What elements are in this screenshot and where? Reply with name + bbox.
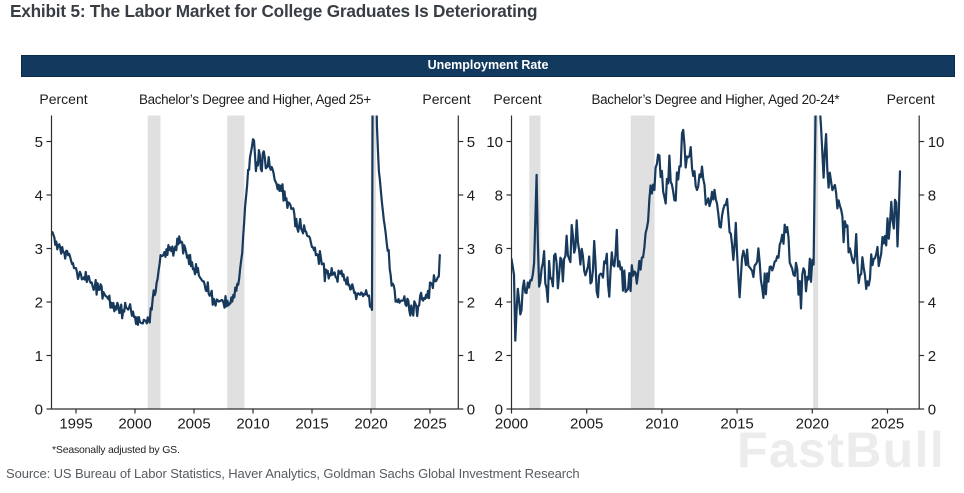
svg-text:5: 5: [467, 134, 475, 151]
svg-text:1995: 1995: [59, 416, 92, 433]
svg-text:Percent: Percent: [887, 91, 935, 107]
svg-text:Percent: Percent: [493, 91, 541, 107]
svg-text:1: 1: [35, 348, 43, 365]
svg-text:4: 4: [35, 187, 43, 204]
svg-text:0: 0: [35, 401, 43, 418]
svg-text:Bachelor’s Degree and Higher,: Bachelor’s Degree and Higher, Aged 25+: [139, 92, 371, 107]
svg-text:2010: 2010: [236, 416, 269, 433]
svg-text:5: 5: [35, 134, 43, 151]
svg-text:6: 6: [495, 241, 503, 258]
svg-text:Bachelor’s Degree and Higher,: Bachelor’s Degree and Higher, Aged 20-24…: [592, 92, 840, 107]
svg-text:2025: 2025: [871, 416, 904, 433]
svg-text:0: 0: [467, 401, 475, 418]
svg-text:2020: 2020: [354, 416, 387, 433]
svg-text:3: 3: [35, 241, 43, 258]
svg-text:2010: 2010: [645, 416, 678, 433]
svg-text:3: 3: [467, 241, 475, 258]
svg-text:4: 4: [467, 187, 475, 204]
svg-text:2015: 2015: [295, 416, 328, 433]
svg-text:2025: 2025: [413, 416, 446, 433]
svg-text:2: 2: [928, 348, 936, 365]
svg-text:2: 2: [495, 348, 503, 365]
svg-text:4: 4: [928, 294, 936, 311]
svg-text:6: 6: [928, 241, 936, 258]
svg-text:2005: 2005: [570, 416, 603, 433]
svg-text:2005: 2005: [177, 416, 210, 433]
svg-text:0: 0: [495, 401, 503, 418]
svg-text:10: 10: [928, 134, 945, 151]
svg-text:2020: 2020: [796, 416, 829, 433]
svg-text:2015: 2015: [720, 416, 753, 433]
svg-text:8: 8: [928, 187, 936, 204]
svg-text:2: 2: [35, 294, 43, 311]
svg-text:Percent: Percent: [422, 91, 470, 107]
svg-text:2000: 2000: [118, 416, 151, 433]
svg-text:1: 1: [467, 348, 475, 365]
svg-text:0: 0: [928, 401, 936, 418]
svg-text:8: 8: [495, 187, 503, 204]
svg-text:Percent: Percent: [39, 91, 87, 107]
svg-text:2: 2: [467, 294, 475, 311]
svg-text:4: 4: [495, 294, 503, 311]
svg-text:10: 10: [486, 134, 503, 151]
svg-text:2000: 2000: [495, 416, 528, 433]
